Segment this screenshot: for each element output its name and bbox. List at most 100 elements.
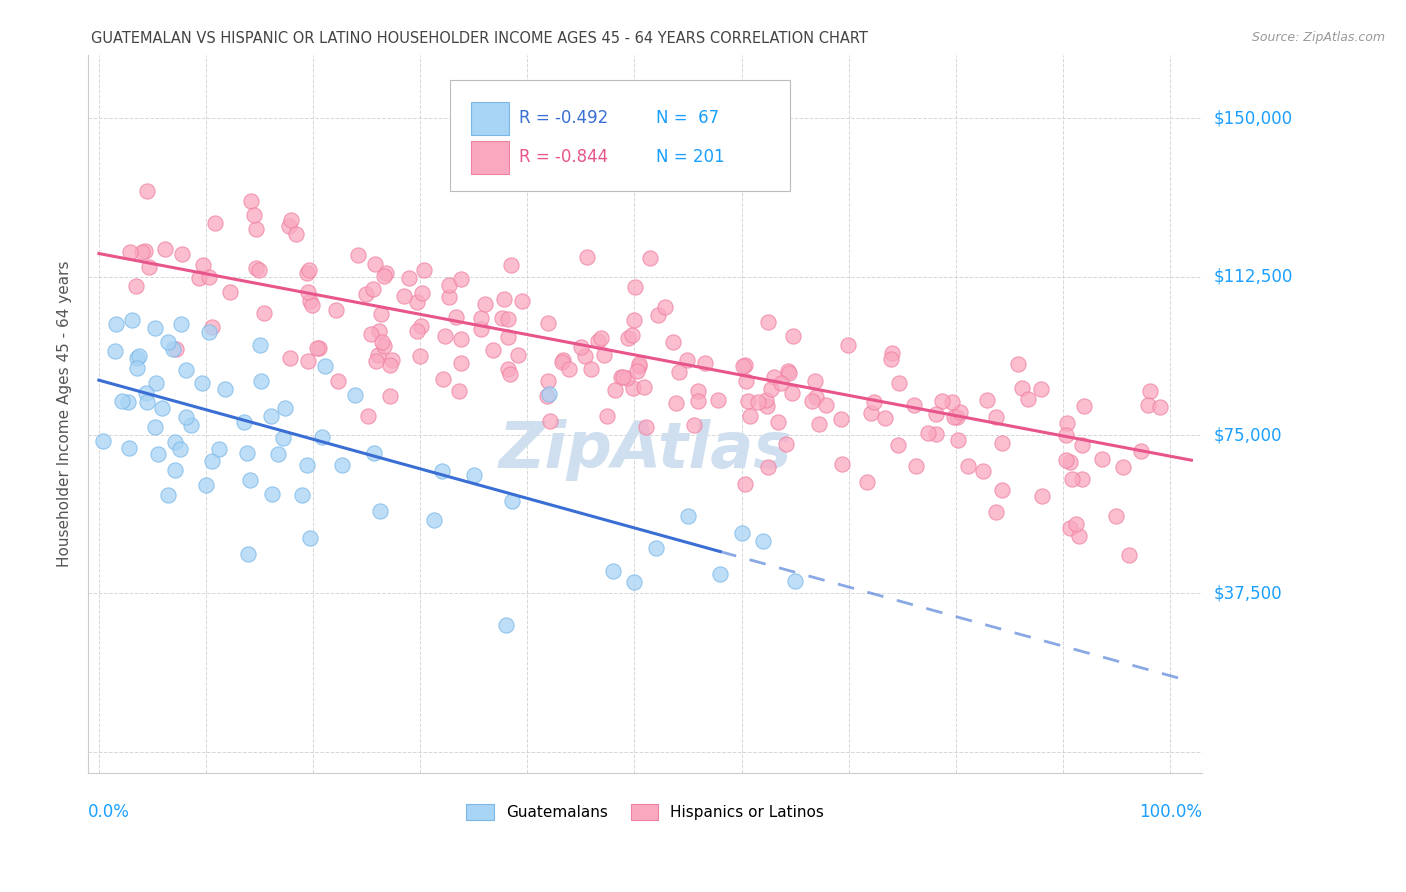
Point	[354, 287, 377, 301]
Point	[756, 315, 779, 329]
Point	[284, 227, 307, 242]
Point	[941, 395, 963, 409]
Point	[498, 361, 520, 376]
FancyBboxPatch shape	[471, 141, 509, 174]
Point	[157, 335, 180, 350]
Text: $75,000: $75,000	[1213, 426, 1282, 444]
Point	[437, 290, 460, 304]
Point	[432, 372, 454, 386]
Point	[875, 411, 897, 425]
Point	[510, 293, 533, 308]
Point	[616, 371, 638, 385]
Text: $112,500: $112,500	[1213, 268, 1292, 285]
Point	[538, 414, 561, 428]
Point	[1104, 509, 1126, 524]
Y-axis label: Householder Income Ages 45 - 64 years: Householder Income Ages 45 - 64 years	[58, 260, 72, 567]
Point	[364, 256, 387, 270]
Point	[501, 494, 523, 508]
Point	[733, 359, 755, 373]
Point	[586, 334, 609, 348]
Point	[93, 434, 115, 448]
Point	[245, 222, 267, 236]
Point	[367, 348, 389, 362]
Point	[163, 463, 186, 477]
Point	[575, 250, 598, 264]
Point	[925, 407, 948, 421]
Point	[1118, 548, 1140, 562]
Point	[536, 389, 558, 403]
Point	[297, 285, 319, 299]
Point	[942, 409, 965, 424]
Point	[1112, 459, 1135, 474]
Point	[380, 358, 402, 372]
Point	[602, 564, 624, 578]
Point	[146, 447, 169, 461]
Point	[311, 430, 333, 444]
Point	[298, 532, 321, 546]
Point	[537, 374, 560, 388]
Point	[165, 435, 187, 450]
Point	[917, 425, 939, 440]
Point	[214, 383, 236, 397]
Point	[880, 351, 903, 366]
Point	[925, 426, 948, 441]
Text: $37,500: $37,500	[1213, 584, 1282, 602]
Point	[889, 376, 911, 391]
Point	[551, 353, 574, 368]
Point	[551, 354, 574, 368]
Point	[1070, 472, 1092, 486]
Point	[627, 357, 650, 371]
Point	[956, 459, 979, 474]
Point	[398, 271, 420, 285]
Point	[644, 541, 666, 556]
Point	[837, 338, 859, 352]
Point	[298, 263, 321, 277]
Point	[409, 318, 432, 333]
Point	[991, 483, 1014, 498]
Point	[1054, 453, 1077, 467]
Point	[145, 376, 167, 390]
Point	[470, 322, 492, 336]
Point	[447, 384, 470, 398]
Point	[735, 375, 758, 389]
Point	[756, 460, 779, 475]
Point	[688, 384, 710, 398]
Point	[624, 280, 647, 294]
Point	[450, 356, 472, 370]
Point	[434, 329, 457, 343]
Point	[482, 343, 505, 357]
Point	[121, 313, 143, 327]
Point	[1017, 392, 1039, 406]
Point	[1136, 398, 1159, 412]
Point	[232, 415, 254, 429]
Point	[117, 395, 139, 409]
Point	[654, 300, 676, 314]
Point	[499, 259, 522, 273]
Point	[499, 367, 522, 381]
Point	[574, 349, 596, 363]
Point	[626, 363, 648, 377]
Point	[450, 332, 472, 346]
Point	[104, 344, 127, 359]
Point	[759, 382, 782, 396]
Point	[125, 360, 148, 375]
Point	[1031, 382, 1053, 396]
Point	[814, 398, 837, 412]
Point	[863, 394, 886, 409]
Point	[188, 271, 211, 285]
Point	[1059, 455, 1081, 469]
Point	[830, 412, 852, 426]
Point	[314, 359, 336, 373]
Text: R = -0.492: R = -0.492	[519, 110, 609, 128]
Point	[191, 258, 214, 272]
Point	[495, 618, 517, 632]
Point	[138, 260, 160, 274]
Point	[169, 442, 191, 456]
Point	[243, 208, 266, 222]
Point	[986, 409, 1008, 424]
Point	[413, 263, 436, 277]
Point	[260, 409, 283, 423]
Point	[373, 339, 395, 353]
Point	[368, 324, 391, 338]
Point	[301, 298, 323, 312]
